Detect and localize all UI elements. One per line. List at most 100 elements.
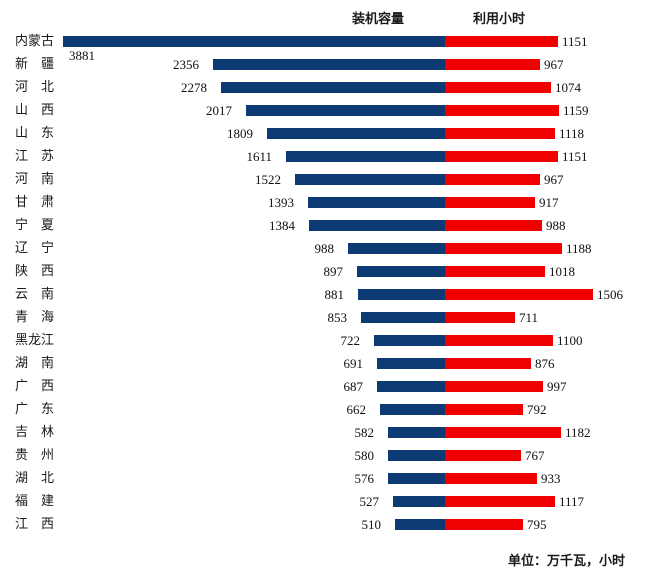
capacity-value-label: 576: [354, 471, 375, 486]
hours-bar: [445, 59, 540, 70]
category-label: 内蒙古: [15, 34, 55, 49]
category-label: 青海: [15, 310, 68, 325]
capacity-value-label: 988: [314, 241, 335, 256]
hours-value-label: 917: [539, 195, 559, 210]
capacity-bar: [246, 105, 445, 116]
capacity-value-label: 2017: [206, 103, 232, 118]
hours-value-label: 792: [527, 402, 547, 417]
category-label: 吉林: [15, 425, 68, 440]
capacity-bar: [380, 404, 445, 415]
capacity-bar: [388, 473, 445, 484]
capacity-value-label: 527: [359, 494, 380, 509]
capacity-value-label: 881: [324, 287, 345, 302]
category-label: 新疆: [15, 57, 68, 72]
hours-bar: [445, 174, 540, 185]
hours-value-label: 1100: [557, 333, 583, 348]
category-label: 宁夏: [15, 218, 68, 233]
category-label: 云南: [15, 287, 68, 302]
capacity-bar: [374, 335, 445, 346]
capacity-bar: [267, 128, 445, 139]
capacity-bar: [357, 266, 445, 277]
hours-bar: [445, 404, 523, 415]
hours-bar: [445, 105, 559, 116]
capacity-value-label: 853: [327, 310, 348, 325]
capacity-value-label: 2356: [173, 57, 199, 72]
hours-value-label: 1506: [597, 287, 623, 302]
hours-value-label: 1018: [549, 264, 575, 279]
hours-value-label: 1151: [562, 149, 588, 164]
hours-bar: [445, 36, 558, 47]
hours-bar: [445, 128, 555, 139]
hours-value-label: 1159: [563, 103, 589, 118]
hours-value-label: 876: [535, 356, 555, 371]
capacity-bar: [388, 450, 445, 461]
capacity-value-label: 662: [346, 402, 367, 417]
category-label: 江苏: [15, 149, 68, 164]
category-label: 山东: [15, 126, 68, 141]
category-label: 贵州: [15, 448, 68, 463]
hours-bar: [445, 197, 535, 208]
hours-bar: [445, 266, 545, 277]
hours-value-label: 795: [527, 517, 547, 532]
hours-value-label: 933: [541, 471, 561, 486]
hours-value-label: 1117: [559, 494, 585, 509]
category-label: 甘肃: [15, 195, 68, 210]
capacity-value-label: 1522: [255, 172, 281, 187]
hours-bar: [445, 243, 562, 254]
category-label: 广东: [15, 402, 68, 417]
capacity-value-label: 1384: [269, 218, 295, 233]
capacity-bar: [221, 82, 445, 93]
capacity-value-label: 897: [323, 264, 344, 279]
capacity-bar: [286, 151, 445, 162]
capacity-value-label: 3881: [69, 48, 95, 63]
category-label: 山西: [15, 103, 68, 118]
hours-value-label: 1182: [565, 425, 591, 440]
hours-value-label: 997: [547, 379, 567, 394]
legend-hours-label: 利用小时: [472, 12, 525, 27]
category-label: 湖南: [15, 356, 68, 371]
capacity-bar: [377, 381, 445, 392]
capacity-bar: [309, 220, 445, 231]
hours-value-label: 1074: [555, 80, 581, 95]
capacity-bar: [295, 174, 445, 185]
hours-bar: [445, 289, 593, 300]
hours-value-label: 967: [544, 57, 564, 72]
capacity-value-label: 580: [354, 448, 375, 463]
capacity-value-label: 1611: [246, 149, 272, 164]
capacity-bar: [358, 289, 445, 300]
hours-value-label: 1188: [566, 241, 592, 256]
category-label: 辽宁: [15, 241, 68, 256]
hours-bar: [445, 473, 537, 484]
capacity-bar: [395, 519, 445, 530]
category-label: 江西: [15, 517, 68, 532]
capacity-bar: [63, 36, 445, 47]
capacity-value-label: 722: [340, 333, 361, 348]
hours-bar: [445, 427, 561, 438]
category-label: 河北: [15, 80, 68, 95]
hours-value-label: 1118: [559, 126, 585, 141]
hours-value-label: 967: [544, 172, 564, 187]
capacity-value-label: 691: [343, 356, 364, 371]
category-label: 河南: [15, 172, 68, 187]
hours-bar: [445, 335, 553, 346]
capacity-bar: [348, 243, 445, 254]
category-label: 广西: [15, 379, 68, 394]
category-label: 黑龙江: [15, 333, 55, 348]
capacity-value-label: 687: [343, 379, 364, 394]
capacity-value-label: 1393: [268, 195, 294, 210]
hours-bar: [445, 496, 555, 507]
capacity-value-label: 510: [361, 517, 382, 532]
hours-bar: [445, 450, 521, 461]
unit-note: 单位：万千瓦，小时: [507, 554, 625, 569]
hours-bar: [445, 519, 523, 530]
hours-bar: [445, 312, 515, 323]
capacity-value-label: 1809: [227, 126, 253, 141]
capacity-bar: [308, 197, 445, 208]
hours-bar: [445, 151, 558, 162]
legend-capacity-label: 装机容量: [351, 12, 404, 27]
capacity-value-label: 582: [354, 425, 375, 440]
hours-value-label: 988: [546, 218, 566, 233]
category-label: 福建: [15, 494, 68, 509]
hours-value-label: 1151: [562, 34, 588, 49]
category-label: 湖北: [15, 471, 68, 486]
